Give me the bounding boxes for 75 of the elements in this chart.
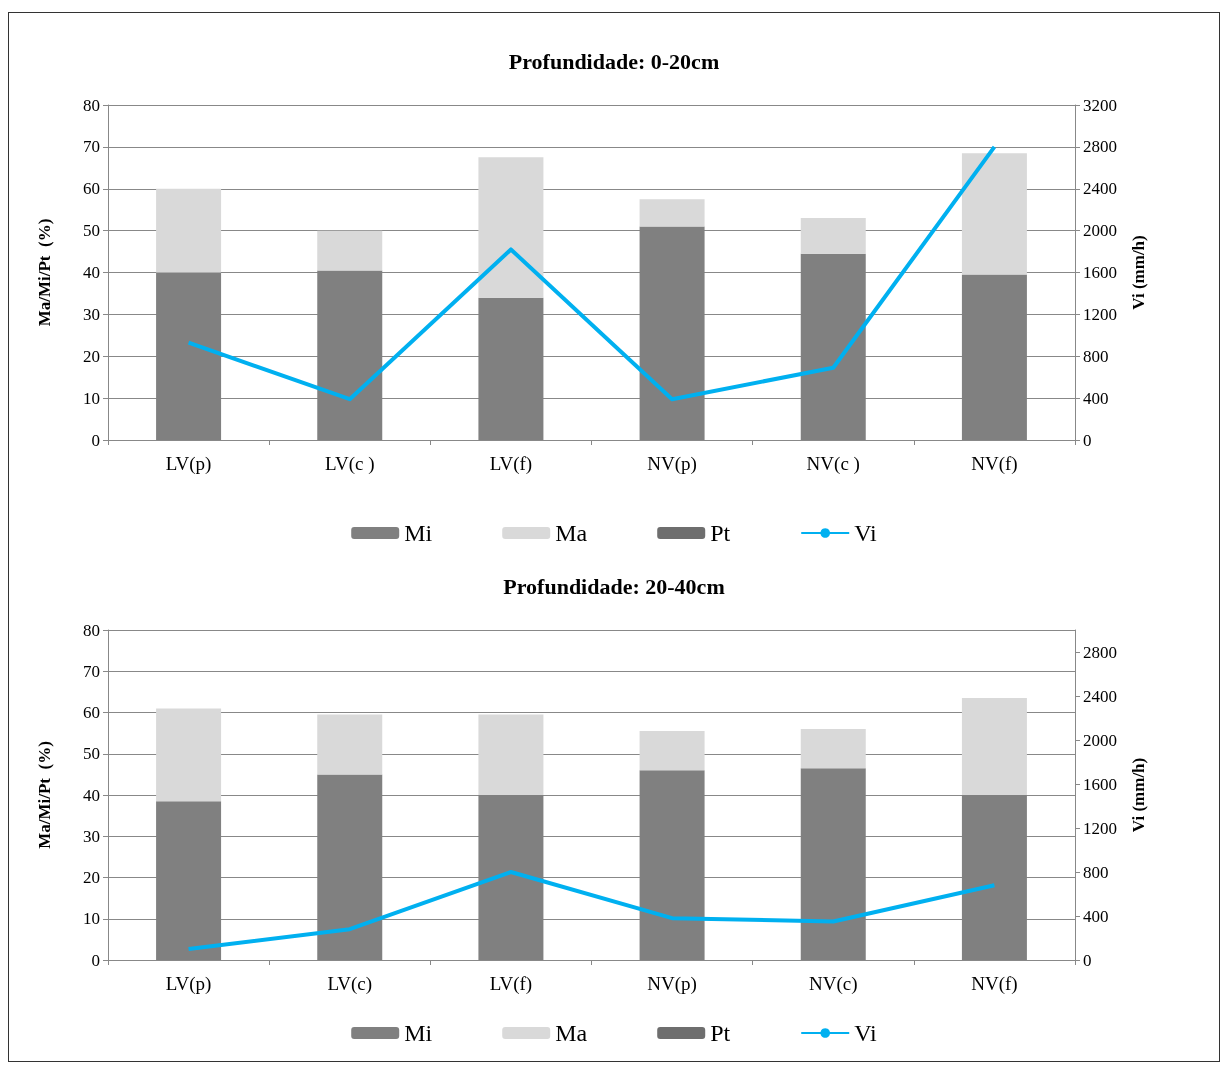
x-tick-label: NV(f) bbox=[971, 973, 1018, 995]
y-tick-label: 60 bbox=[83, 703, 100, 722]
y-axis-title: Ma/Mi/Pt (%) bbox=[35, 218, 54, 327]
y-tick-label: 10 bbox=[83, 909, 100, 929]
y-tick-label: 20 bbox=[83, 346, 100, 366]
y2-tick-label: 2800 bbox=[1083, 137, 1117, 157]
legend-label: Pt bbox=[710, 1020, 731, 1046]
x-tick-label: LV(p) bbox=[165, 973, 212, 995]
legend-label: Vi bbox=[854, 520, 878, 546]
chart-title: Profundidade: 20-40cm bbox=[503, 573, 725, 599]
y-tick-label: 40 bbox=[83, 263, 100, 282]
y2-axis-title: Vi (mm/h) bbox=[1129, 235, 1148, 310]
legend-label: Mi bbox=[404, 520, 433, 546]
y2-tick-label: 400 bbox=[1083, 388, 1109, 408]
y-tick-label: 0 bbox=[91, 950, 100, 970]
x-tick-label: NV(c ) bbox=[806, 453, 860, 475]
y-tick-label: 80 bbox=[83, 620, 100, 640]
bar bbox=[800, 729, 866, 769]
legend-label: Ma bbox=[555, 1020, 588, 1046]
bar bbox=[478, 714, 544, 795]
y-tick-label: 80 bbox=[83, 95, 100, 115]
y2-tick-label: 1600 bbox=[1083, 263, 1117, 282]
chart-title: Profundidade: 0-20cm bbox=[508, 48, 720, 74]
legend-label: Mi bbox=[404, 1020, 433, 1046]
y-axis-title: Ma/Mi/Pt (%) bbox=[35, 741, 54, 849]
bar bbox=[478, 157, 544, 298]
x-tick-label: NV(p) bbox=[647, 973, 697, 995]
y-tick-label: 30 bbox=[83, 826, 100, 846]
y2-tick-label: 2800 bbox=[1083, 642, 1117, 662]
x-tick-label: NV(c) bbox=[808, 973, 858, 995]
y2-tick-label: 2400 bbox=[1083, 179, 1117, 199]
x-tick-label: LV(c) bbox=[327, 973, 373, 995]
y-tick-label: 30 bbox=[83, 304, 100, 324]
x-tick-label: LV(c ) bbox=[325, 453, 375, 475]
bar bbox=[639, 199, 705, 227]
y-tick-label: 0 bbox=[91, 430, 100, 450]
y-tick-label: 20 bbox=[83, 868, 100, 887]
y2-tick-label: 2000 bbox=[1083, 221, 1117, 241]
y2-tick-label: 1200 bbox=[1083, 818, 1117, 838]
bar bbox=[156, 188, 222, 273]
y-tick-label: 60 bbox=[83, 179, 100, 199]
y-tick-label: 40 bbox=[83, 785, 100, 805]
y-tick-label: 70 bbox=[83, 661, 100, 681]
x-tick-label: LV(p) bbox=[165, 453, 212, 475]
y2-tick-label: 400 bbox=[1083, 906, 1109, 926]
y2-axis-title: Vi (mm/h) bbox=[1129, 757, 1148, 833]
y2-tick-label: 2400 bbox=[1083, 686, 1117, 706]
y-tick-label: 10 bbox=[83, 388, 100, 408]
bar bbox=[961, 698, 1027, 795]
y2-tick-label: 0 bbox=[1083, 950, 1092, 970]
legend-label: Vi bbox=[854, 1020, 878, 1046]
y2-tick-label: 1200 bbox=[1083, 304, 1117, 324]
bar bbox=[961, 153, 1027, 275]
y-tick-label: 50 bbox=[83, 221, 100, 241]
bar bbox=[317, 230, 383, 271]
x-tick-label: NV(f) bbox=[971, 453, 1018, 475]
legend-label: Ma bbox=[555, 520, 588, 546]
bar bbox=[156, 708, 222, 802]
bar bbox=[800, 218, 866, 254]
y2-tick-label: 0 bbox=[1083, 430, 1092, 450]
line-series bbox=[186, 870, 997, 951]
x-tick-label: NV(p) bbox=[647, 453, 697, 475]
y2-tick-label: 1600 bbox=[1083, 774, 1117, 794]
x-tick-label: LV(f) bbox=[489, 973, 533, 995]
y2-tick-label: 2000 bbox=[1083, 730, 1117, 750]
bar bbox=[317, 714, 383, 775]
y-tick-label: 50 bbox=[83, 744, 100, 764]
y2-tick-label: 3200 bbox=[1083, 95, 1117, 115]
x-tick-label: LV(f) bbox=[489, 453, 533, 475]
y2-tick-label: 800 bbox=[1083, 862, 1109, 882]
y-tick-label: 70 bbox=[83, 137, 100, 157]
line-series bbox=[186, 144, 997, 402]
legend-label: Pt bbox=[710, 520, 731, 546]
y2-tick-label: 800 bbox=[1083, 346, 1109, 366]
bar bbox=[639, 731, 705, 771]
